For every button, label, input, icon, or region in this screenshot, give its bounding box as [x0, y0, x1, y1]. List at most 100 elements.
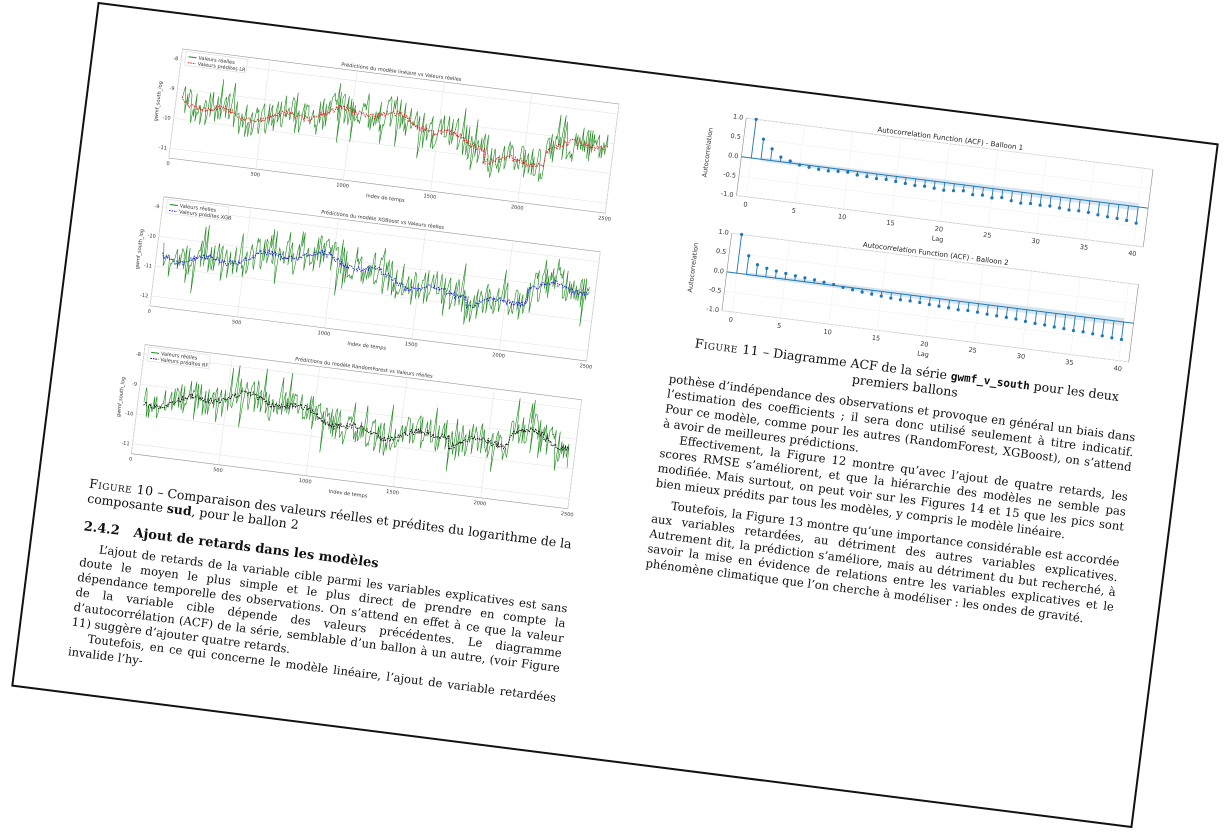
acf-marker — [1019, 201, 1023, 205]
acf-marker — [884, 177, 888, 182]
grid-line — [162, 206, 600, 263]
acf-marker — [1071, 329, 1076, 333]
acf-x-tick-label: 25 — [983, 231, 992, 240]
acf-marker — [1067, 208, 1071, 212]
y-tick-label: -8 — [173, 56, 179, 63]
acf-marker — [755, 263, 760, 267]
acf-marker — [966, 308, 970, 313]
acf-y-tick-label: -0.5 — [723, 170, 737, 180]
acf-y-tick-label: 1.0 — [733, 112, 744, 121]
acf-marker — [995, 314, 999, 318]
acf-x-tick-label: 20 — [934, 225, 943, 234]
series-predicted-values — [143, 390, 570, 452]
x-tick-label: 2000 — [510, 204, 523, 212]
grid-line — [343, 70, 358, 181]
acf-marker — [918, 300, 922, 305]
acf-stem — [1010, 190, 1013, 201]
acf-marker — [765, 266, 769, 270]
legend-label-real: Valeurs réelles — [198, 55, 236, 67]
grid-line — [181, 58, 618, 115]
left-column: 0 500 1000 1500 2000 2500 -8 -9 -10 -11 Prédiction… — [67, 30, 633, 720]
grid-line — [604, 104, 620, 214]
acf-marker — [990, 196, 994, 200]
acf-marker — [803, 276, 807, 280]
y-tick-label: -10 — [147, 233, 156, 240]
acf-marker — [937, 304, 941, 308]
acf-marker — [1091, 332, 1095, 336]
acf-marker — [1038, 203, 1042, 207]
grid-line — [255, 59, 271, 170]
acf-x-tick-label: 20 — [920, 340, 929, 349]
acf-marker — [807, 165, 811, 169]
acf-stem — [1020, 192, 1023, 204]
acf-marker — [1115, 216, 1119, 221]
grid-line — [158, 236, 596, 292]
acf-x-tick-label: 10 — [823, 328, 832, 337]
acf-marker — [1052, 325, 1056, 329]
y-tick-label: -9 — [132, 381, 138, 388]
acf-x-tick-label: 10 — [838, 212, 847, 221]
acf-stem — [1053, 313, 1057, 328]
acf-stem — [1121, 321, 1125, 340]
x-tick-label: 2500 — [579, 363, 592, 371]
acf-marker — [779, 155, 783, 159]
acf-marker — [1014, 317, 1018, 321]
legend-swatch-real — [188, 56, 197, 59]
grid-line — [393, 377, 408, 487]
acf-marker — [975, 310, 980, 314]
acf-marker — [747, 254, 751, 258]
acf-stem — [1116, 204, 1120, 219]
acf-marker — [1081, 330, 1085, 334]
acf-marker — [774, 269, 778, 273]
grid-line — [136, 413, 573, 470]
acf-marker — [1125, 218, 1129, 223]
x-axis-label: Index de temps — [366, 193, 406, 204]
acf-stem — [1097, 201, 1100, 215]
x-axis-label: Index de temps — [347, 341, 387, 352]
acf-marker — [894, 179, 898, 184]
acf-marker — [855, 173, 859, 177]
y-tick-label: -9 — [154, 204, 160, 211]
acf-marker — [817, 167, 821, 171]
grid-line — [517, 92, 532, 203]
acf-y-tick-label: 1.0 — [718, 228, 729, 237]
acf-marker — [932, 186, 936, 190]
grid-line — [237, 207, 252, 317]
x-tick-label: 500 — [250, 171, 260, 178]
series-real-values — [181, 79, 609, 182]
grid-line — [131, 344, 146, 454]
acf-y-tick-label: -1.0 — [706, 305, 720, 315]
acf-marker — [797, 163, 802, 167]
acf-marker — [1023, 319, 1028, 324]
x-tick-label: 0 — [166, 161, 170, 167]
y-axis-label: gwmf_south_log — [153, 81, 164, 122]
acf-marker — [1043, 323, 1047, 327]
y-tick-label: -8 — [135, 351, 141, 358]
acf-marker — [836, 169, 840, 173]
y-tick-label: -11 — [121, 440, 130, 447]
legend-label-real: Valeurs réelles — [161, 350, 199, 362]
x-tick-label: 2000 — [473, 500, 486, 508]
acf-marker — [850, 288, 855, 292]
acf-x-tick-label: 15 — [871, 334, 880, 343]
grid-line — [177, 88, 615, 144]
grid-line — [169, 147, 607, 204]
legend-swatch-pred — [150, 357, 159, 360]
grid-line — [498, 240, 514, 351]
acf-stem — [1111, 320, 1115, 338]
acf-x-axis-label: Lag — [917, 349, 930, 358]
acf-stem — [1107, 203, 1110, 217]
y-tick-label: -10 — [125, 411, 134, 418]
acf-marker — [1028, 201, 1033, 206]
legend-box — [184, 51, 248, 74]
acf-stem — [1082, 317, 1086, 332]
acf-stem — [1063, 314, 1067, 329]
grid-line — [149, 196, 165, 306]
grid-line — [151, 295, 588, 352]
legend-box — [165, 198, 230, 222]
acf-y-tick-label: -0.5 — [708, 285, 722, 295]
acf-y-axis-label: Autocorrelation — [701, 127, 715, 178]
y-tick-label: -11 — [158, 145, 167, 152]
prediction-plot-lr: 0 500 1000 1500 2000 2500 -8 -9 -10 -11 Prédiction… — [128, 30, 633, 236]
acf-marker — [770, 147, 774, 151]
